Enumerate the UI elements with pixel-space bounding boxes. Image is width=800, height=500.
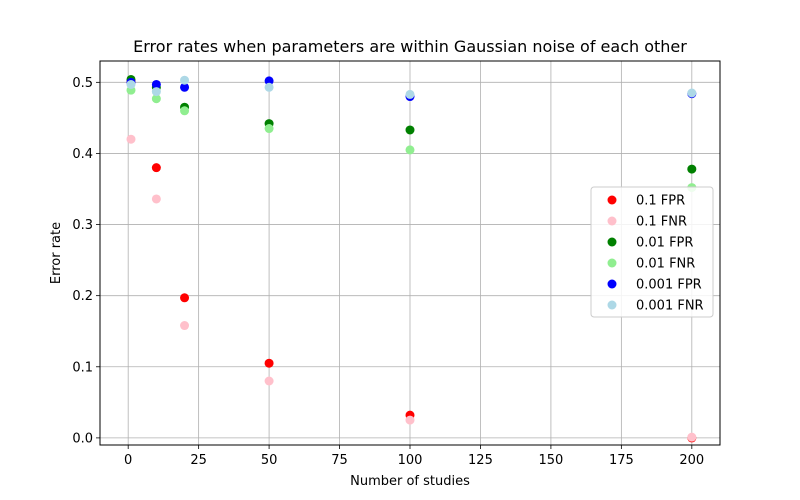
- point-001-fpr: [687, 164, 697, 174]
- legend-marker-001-fpr: [607, 237, 617, 247]
- point-0001-fnr: [180, 75, 190, 85]
- y-tick-label: 0.1: [72, 360, 93, 375]
- x-tick-label: 200: [679, 453, 704, 468]
- point-0001-fpr: [180, 82, 190, 92]
- chart-title: Error rates when parameters are within G…: [133, 37, 687, 56]
- point-0001-fpr: [264, 76, 274, 86]
- point-0001-fnr: [151, 87, 161, 97]
- legend-label-001-fnr: 0.01 FNR: [636, 257, 695, 272]
- point-001-fnr: [405, 145, 415, 155]
- x-tick-label: 25: [190, 453, 207, 468]
- point-0001-fpr: [151, 79, 161, 89]
- legend-marker-01-fnr: [607, 216, 617, 226]
- point-01-fnr: [180, 321, 190, 331]
- y-tick-label: 0.0: [72, 431, 93, 446]
- point-001-fnr: [264, 124, 274, 134]
- point-0001-fnr: [264, 82, 274, 92]
- legend: 0.1 FPR 0.1 FNR 0.01 FPR 0.01 FNR 0.001 FPR 0…: [590, 186, 714, 318]
- point-0001-fnr: [405, 89, 415, 99]
- point-001-fpr: [405, 125, 415, 135]
- axis-ticks: 0 25 50 75 100 125 150 175 200 0.0 0.1 0.2 0.3 0.4 0.5: [72, 76, 704, 468]
- legend-box: [590, 186, 714, 318]
- x-tick-label: 50: [261, 453, 278, 468]
- x-tick-label: 125: [468, 453, 493, 468]
- legend-marker-0001-fpr: [607, 279, 617, 289]
- y-tick-label: 0.2: [72, 289, 93, 304]
- x-tick-label: 100: [398, 453, 423, 468]
- x-tick-label: 150: [538, 453, 563, 468]
- point-0001-fnr: [687, 88, 697, 98]
- legend-marker-01-fpr: [607, 195, 617, 205]
- point-001-fnr: [180, 106, 190, 116]
- legend-label-01-fpr: 0.1 FPR: [636, 194, 685, 209]
- legend-label-0001-fnr: 0.001 FNR: [636, 299, 704, 314]
- point-01-fpr: [264, 358, 274, 368]
- x-tick-label: 75: [331, 453, 348, 468]
- x-tick-label: 175: [609, 453, 634, 468]
- point-01-fnr: [151, 194, 161, 204]
- point-01-fnr: [126, 134, 136, 144]
- point-01-fnr: [264, 376, 274, 386]
- y-tick-label: 0.3: [72, 218, 93, 233]
- y-tick-label: 0.4: [72, 147, 93, 162]
- legend-label-01-fnr: 0.1 FNR: [636, 215, 687, 230]
- legend-marker-0001-fnr: [607, 300, 617, 310]
- point-0001-fnr: [126, 79, 136, 89]
- data-points: [126, 74, 697, 443]
- legend-marker-001-fnr: [607, 258, 617, 268]
- point-001-fnr: [151, 94, 161, 104]
- point-01-fpr: [151, 163, 161, 173]
- point-01-fnr: [405, 415, 415, 425]
- y-tick-label: 0.5: [72, 76, 93, 91]
- x-tick-label: 0: [124, 453, 132, 468]
- x-axis-label: Number of studies: [350, 474, 470, 489]
- point-01-fpr: [180, 293, 190, 303]
- y-axis-label: Error rate: [49, 222, 64, 284]
- point-01-fnr: [687, 432, 697, 442]
- legend-label-0001-fpr: 0.001 FPR: [636, 278, 702, 293]
- legend-label-001-fpr: 0.01 FPR: [636, 236, 693, 251]
- plot-area-frame: [99, 60, 721, 446]
